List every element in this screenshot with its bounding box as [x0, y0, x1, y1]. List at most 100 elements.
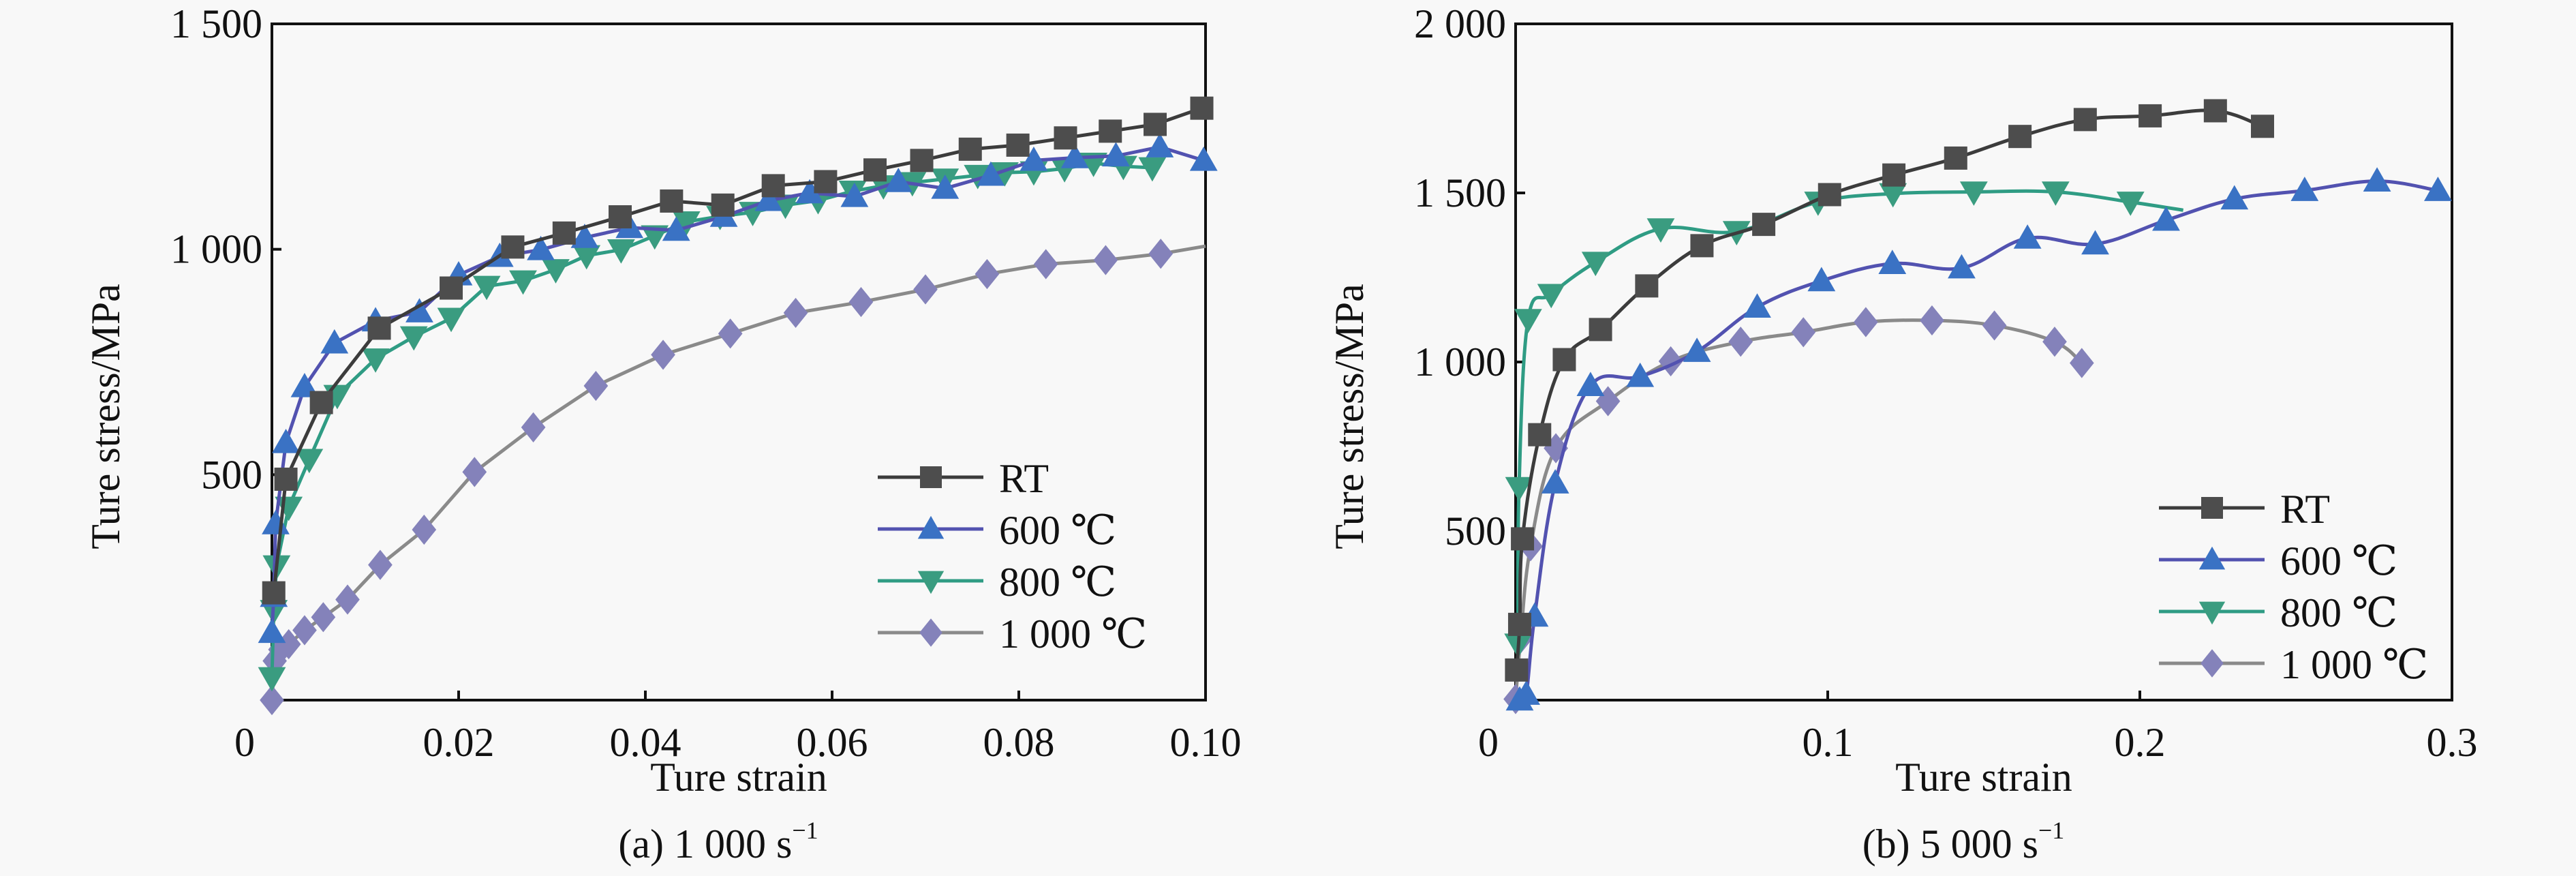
data-point — [527, 235, 555, 260]
data-point — [1512, 680, 1540, 705]
data-point — [335, 584, 360, 615]
data-point — [1944, 146, 1967, 170]
data-point — [1146, 133, 1174, 157]
data-point — [1093, 245, 1118, 275]
series-line — [1516, 189, 2184, 644]
data-point — [1099, 119, 1122, 143]
series-600 — [258, 133, 1218, 644]
data-point — [672, 211, 701, 236]
data-point — [437, 307, 465, 333]
legend-label: 1 000 ℃ — [999, 611, 1147, 656]
data-point — [840, 182, 869, 207]
data-point — [292, 615, 317, 646]
data-point — [1595, 386, 1621, 417]
data-point — [958, 137, 982, 161]
data-point — [2073, 108, 2097, 132]
x-tick-label: 0.2 — [2115, 720, 2166, 765]
data-point — [783, 297, 808, 329]
data-point — [1541, 469, 1569, 494]
data-point — [295, 449, 324, 474]
data-point — [1683, 337, 1711, 362]
legend-marker — [2201, 497, 2223, 519]
data-point — [1878, 250, 1907, 274]
data-point — [884, 168, 913, 192]
data-point — [509, 270, 537, 295]
legend-item: 600 ℃ — [878, 508, 1116, 553]
legend-label: RT — [999, 456, 1049, 501]
data-point — [320, 329, 349, 354]
series-800 — [1504, 181, 2184, 659]
plot-frame — [271, 22, 1207, 701]
legend-item: 800 ℃ — [2159, 590, 2397, 635]
data-point — [913, 274, 938, 305]
panel-caption: (b) 5 000 s−1 — [1862, 817, 2065, 866]
legend-item: 1 000 ℃ — [878, 611, 1147, 656]
data-point — [1626, 362, 1655, 387]
data-point — [2250, 115, 2274, 138]
legend-marker — [2201, 649, 2224, 678]
data-point — [660, 189, 684, 213]
legend-marker — [2198, 546, 2226, 570]
data-point — [412, 514, 437, 545]
data-point — [977, 161, 1005, 186]
data-point — [1528, 423, 1552, 447]
data-point — [258, 618, 286, 644]
data-point — [2008, 125, 2032, 149]
data-point — [276, 629, 301, 660]
data-point — [542, 259, 570, 284]
data-point — [440, 276, 463, 300]
data-point — [1635, 274, 1659, 298]
data-point — [262, 510, 290, 534]
legend-label: 800 ℃ — [2280, 590, 2397, 635]
data-point — [260, 684, 284, 716]
legend-marker — [920, 466, 942, 488]
data-point — [1511, 527, 1535, 551]
chart-panel-b: 500 1 000 1 500 2 000 0 0.1 0.2 0.3 Ture strain T… — [1327, 1, 2478, 866]
data-point — [521, 412, 546, 442]
data-point — [651, 339, 675, 370]
data-point — [552, 221, 576, 245]
data-point — [309, 391, 333, 414]
legend-item: 1 000 ℃ — [2159, 642, 2428, 687]
x-tick-label: 0 — [1478, 720, 1499, 765]
data-point — [2138, 104, 2162, 127]
panel-caption: (a) 1 000 s−1 — [618, 817, 818, 866]
data-point — [910, 149, 934, 172]
data-point — [1879, 183, 1907, 208]
x-axis-title: Ture strain — [650, 755, 827, 800]
legend: RT 600 ℃ 800 ℃ 1 000 ℃ — [878, 456, 1147, 656]
data-point — [931, 174, 960, 199]
data-point — [1854, 307, 1878, 337]
data-point — [863, 158, 887, 182]
data-point — [1807, 267, 1836, 292]
y-tick-label: 1 500 — [1414, 170, 1506, 215]
data-point — [361, 348, 390, 373]
series-800 — [258, 153, 1167, 692]
data-point — [501, 235, 525, 259]
data-point — [1033, 249, 1058, 280]
legend-item: RT — [2159, 487, 2330, 532]
data-point — [1752, 213, 1776, 237]
series-1000 — [1503, 305, 2094, 714]
data-point — [718, 318, 743, 349]
data-point — [1589, 318, 1612, 342]
data-point — [1882, 163, 1906, 187]
legend-item: RT — [878, 456, 1049, 501]
data-point — [2423, 177, 2452, 201]
data-point — [814, 170, 838, 194]
x-tick-label: 0.3 — [2427, 720, 2478, 765]
data-point — [262, 581, 286, 605]
data-point — [1019, 146, 1048, 171]
data-point — [1190, 96, 1214, 120]
data-point — [1982, 310, 2007, 341]
data-point — [258, 667, 286, 692]
data-point — [570, 224, 599, 248]
data-point — [1505, 477, 1533, 502]
x-tick-label: 0.08 — [983, 720, 1055, 765]
x-tick-label: 0.02 — [423, 720, 495, 765]
legend-item: 600 ℃ — [2159, 539, 2397, 584]
series-600 — [1505, 167, 2452, 711]
y-tick-label: 500 — [1445, 509, 1506, 554]
series-RT — [262, 96, 1214, 605]
y-tick-label: 2 000 — [1414, 1, 1506, 46]
